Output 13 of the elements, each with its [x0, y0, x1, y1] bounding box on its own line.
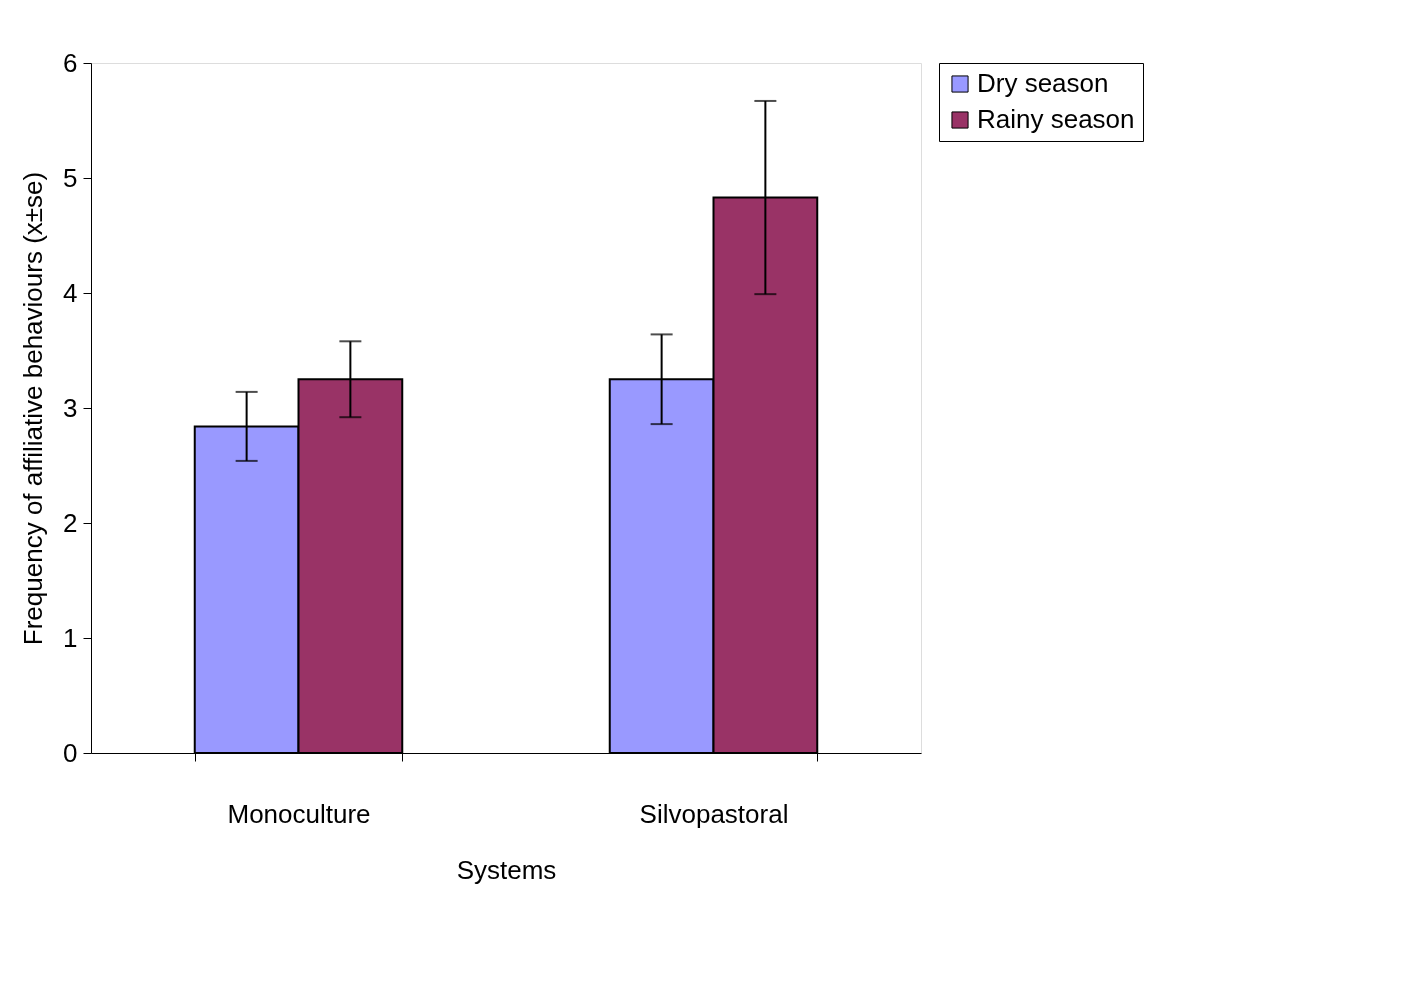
y-axis-title: Frequency of affiliative behaviours (x±se): [18, 171, 49, 646]
x-tick-label: Monoculture: [227, 798, 371, 829]
legend-label: Rainy season: [977, 104, 1135, 134]
y-tick-label: 1: [63, 622, 78, 653]
y-tick-label: 4: [63, 277, 78, 308]
y-tick-label: 3: [63, 392, 78, 423]
x-tick-label: Silvopastoral: [639, 798, 789, 829]
x-axis-title: Systems: [456, 854, 557, 885]
y-tick-label: 6: [63, 47, 78, 78]
y-tick-label: 0: [63, 737, 78, 768]
y-tick-label: 5: [63, 162, 78, 193]
legend-label: Dry season: [977, 68, 1109, 98]
y-tick-label: 2: [63, 507, 78, 538]
